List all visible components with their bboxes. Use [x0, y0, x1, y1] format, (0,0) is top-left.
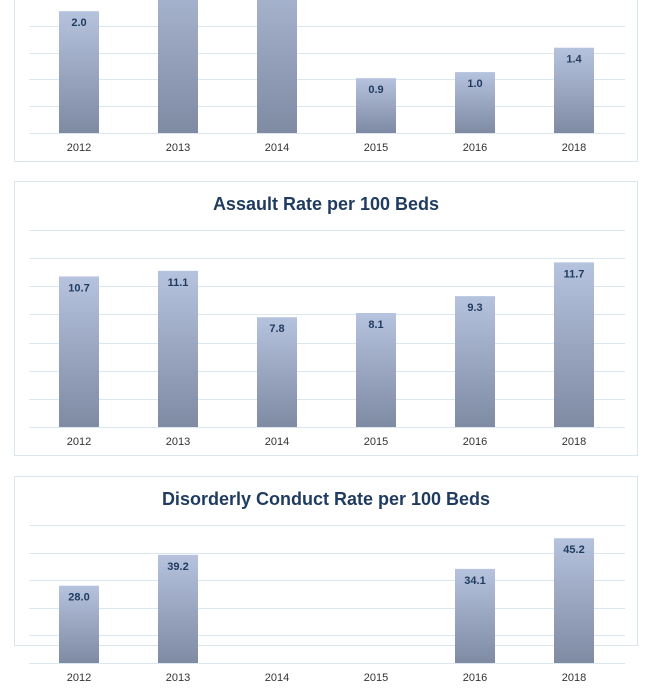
chart-panel-2: Assault Rate per 100 Beds 10.7 2012 11.1 20…: [14, 181, 638, 456]
chart-panel-3: Disorderly Conduct Rate per 100 Beds 28.…: [14, 476, 638, 684]
bar-2018: [554, 47, 594, 133]
x-tick-label-2016: 2016: [463, 436, 487, 448]
data-label-2012: 10.7: [68, 282, 89, 294]
x-tick-label-2018: 2018: [562, 142, 586, 154]
x-tick-label-2018: 2018: [562, 436, 586, 448]
x-tick-label-2015: 2015: [364, 436, 388, 448]
x-tick-label-2014: 2014: [265, 672, 289, 684]
chart-3-svg: 28.0 2012 39.2 2013 2014 2015 34.1 2016 45.2 2018: [29, 525, 625, 684]
x-tick-label-2014: 2014: [265, 436, 289, 448]
x-tick-label-2013: 2013: [166, 142, 190, 154]
data-label-2016: 34.1: [464, 575, 485, 587]
x-tick-label-2015: 2015: [364, 672, 388, 684]
x-tick-label-2012: 2012: [67, 436, 91, 448]
chart-panel-1: 2.0 2012 2013 2014 0.9 2015 1.0 2016 1.4 2018: [14, 0, 638, 162]
x-tick-label-2013: 2013: [166, 436, 190, 448]
bar-2016: [455, 72, 495, 133]
data-label-2014: 7.8: [269, 323, 284, 335]
x-tick-label-2012: 2012: [67, 672, 91, 684]
bar-2014: [257, 0, 297, 133]
bar-2013: [158, 0, 198, 133]
data-label-2013: 39.2: [167, 561, 188, 573]
bar-2012: [59, 276, 99, 427]
data-label-2015: 8.1: [368, 319, 383, 331]
x-tick-label-2012: 2012: [67, 142, 91, 154]
bar-2015: [356, 78, 396, 133]
bar-2018: [554, 538, 594, 663]
data-label-2013: 11.1: [168, 277, 189, 289]
x-tick-label-2016: 2016: [463, 142, 487, 154]
chart-2-svg: 10.7 2012 11.1 2013 7.8 2014 8.1 2015 9.3 2016 11.…: [29, 230, 625, 448]
chart-3-title: Disorderly Conduct Rate per 100 Beds: [161, 489, 491, 509]
x-tick-label-2016: 2016: [463, 672, 487, 684]
data-label-2012: 2.0: [71, 17, 86, 29]
data-label-2018: 11.7: [564, 268, 585, 280]
chart-2-title: Assault Rate per 100 Beds: [212, 194, 440, 214]
x-tick-label-2013: 2013: [166, 672, 190, 684]
bar-2016: [455, 296, 495, 427]
x-tick-label-2014: 2014: [265, 142, 289, 154]
x-tick-label-2018: 2018: [562, 672, 586, 684]
data-label-2016: 1.0: [467, 78, 482, 90]
data-label-2016: 9.3: [467, 302, 482, 314]
chart-1-svg: 2.0 2012 2013 2014 0.9 2015 1.0 2016 1.4 2018: [29, 0, 625, 154]
x-tick-label-2015: 2015: [364, 142, 388, 154]
bar-2018: [554, 262, 594, 427]
bar-2012: [59, 11, 99, 134]
bar-2013: [158, 270, 198, 427]
data-label-2018: 1.4: [566, 54, 582, 66]
data-label-2015: 0.9: [368, 84, 383, 96]
data-label-2018: 45.2: [563, 544, 584, 556]
bar-2014: [257, 317, 297, 427]
bar-2015: [356, 313, 396, 427]
data-label-2012: 28.0: [68, 592, 89, 604]
